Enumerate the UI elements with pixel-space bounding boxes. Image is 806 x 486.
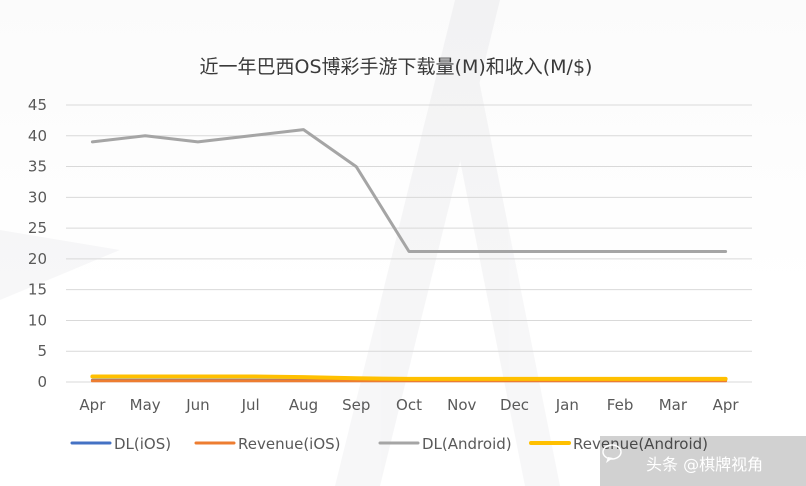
x-tick-label: Oct — [396, 396, 422, 414]
x-tick-label: Jul — [241, 396, 260, 414]
y-tick-label: 0 — [37, 373, 47, 391]
y-tick-label: 45 — [28, 96, 47, 114]
chat-bubble-icon — [602, 444, 622, 463]
x-tick-label: Dec — [500, 396, 529, 414]
y-tick-label: 25 — [28, 219, 47, 237]
x-tick-label: Nov — [447, 396, 476, 414]
x-tick-label: Jan — [555, 396, 579, 414]
x-tick-label: Aug — [289, 396, 318, 414]
series-line-3 — [90, 374, 728, 381]
legend-label: DL(Android) — [422, 435, 512, 453]
y-tick-label: 10 — [28, 311, 47, 329]
series-lines — [90, 128, 728, 383]
y-tick-label: 30 — [28, 188, 47, 206]
watermark: 头条 @棋牌视角 — [600, 436, 806, 486]
watermark-text: 头条 @棋牌视角 — [646, 455, 763, 474]
y-tick-label: 5 — [37, 342, 47, 360]
x-tick-label: Apr — [79, 396, 106, 414]
x-tick-label: Apr — [713, 396, 740, 414]
x-tick-label: Feb — [607, 396, 634, 414]
y-axis-tick-labels: 0 5 10 15 20 25 30 35 40 45 — [28, 96, 47, 391]
chart-title: 近一年巴西OS博彩手游下载量(M)和收入(M/$) — [200, 56, 593, 78]
x-axis-tick-labels: Apr May Jun Jul Aug Sep Oct Nov Dec Jan Feb Mar Apr — [79, 396, 739, 414]
legend-label: Revenue(iOS) — [238, 435, 341, 453]
legend-label: Revenue(Android) — [573, 435, 708, 453]
y-tick-label: 20 — [28, 250, 47, 268]
x-tick-label: Mar — [659, 396, 688, 414]
x-tick-label: Jun — [185, 396, 209, 414]
x-tick-label: May — [130, 396, 161, 414]
legend-label: DL(iOS) — [114, 435, 171, 453]
y-tick-label: 40 — [28, 127, 47, 145]
gridlines — [66, 104, 752, 383]
legend: DL(iOS) Revenue(iOS) DL(Android) Revenue(An… — [70, 435, 708, 453]
y-tick-label: 15 — [28, 281, 47, 299]
series-line-2 — [90, 128, 728, 253]
x-tick-label: Sep — [342, 396, 370, 414]
y-tick-label: 35 — [28, 158, 47, 176]
